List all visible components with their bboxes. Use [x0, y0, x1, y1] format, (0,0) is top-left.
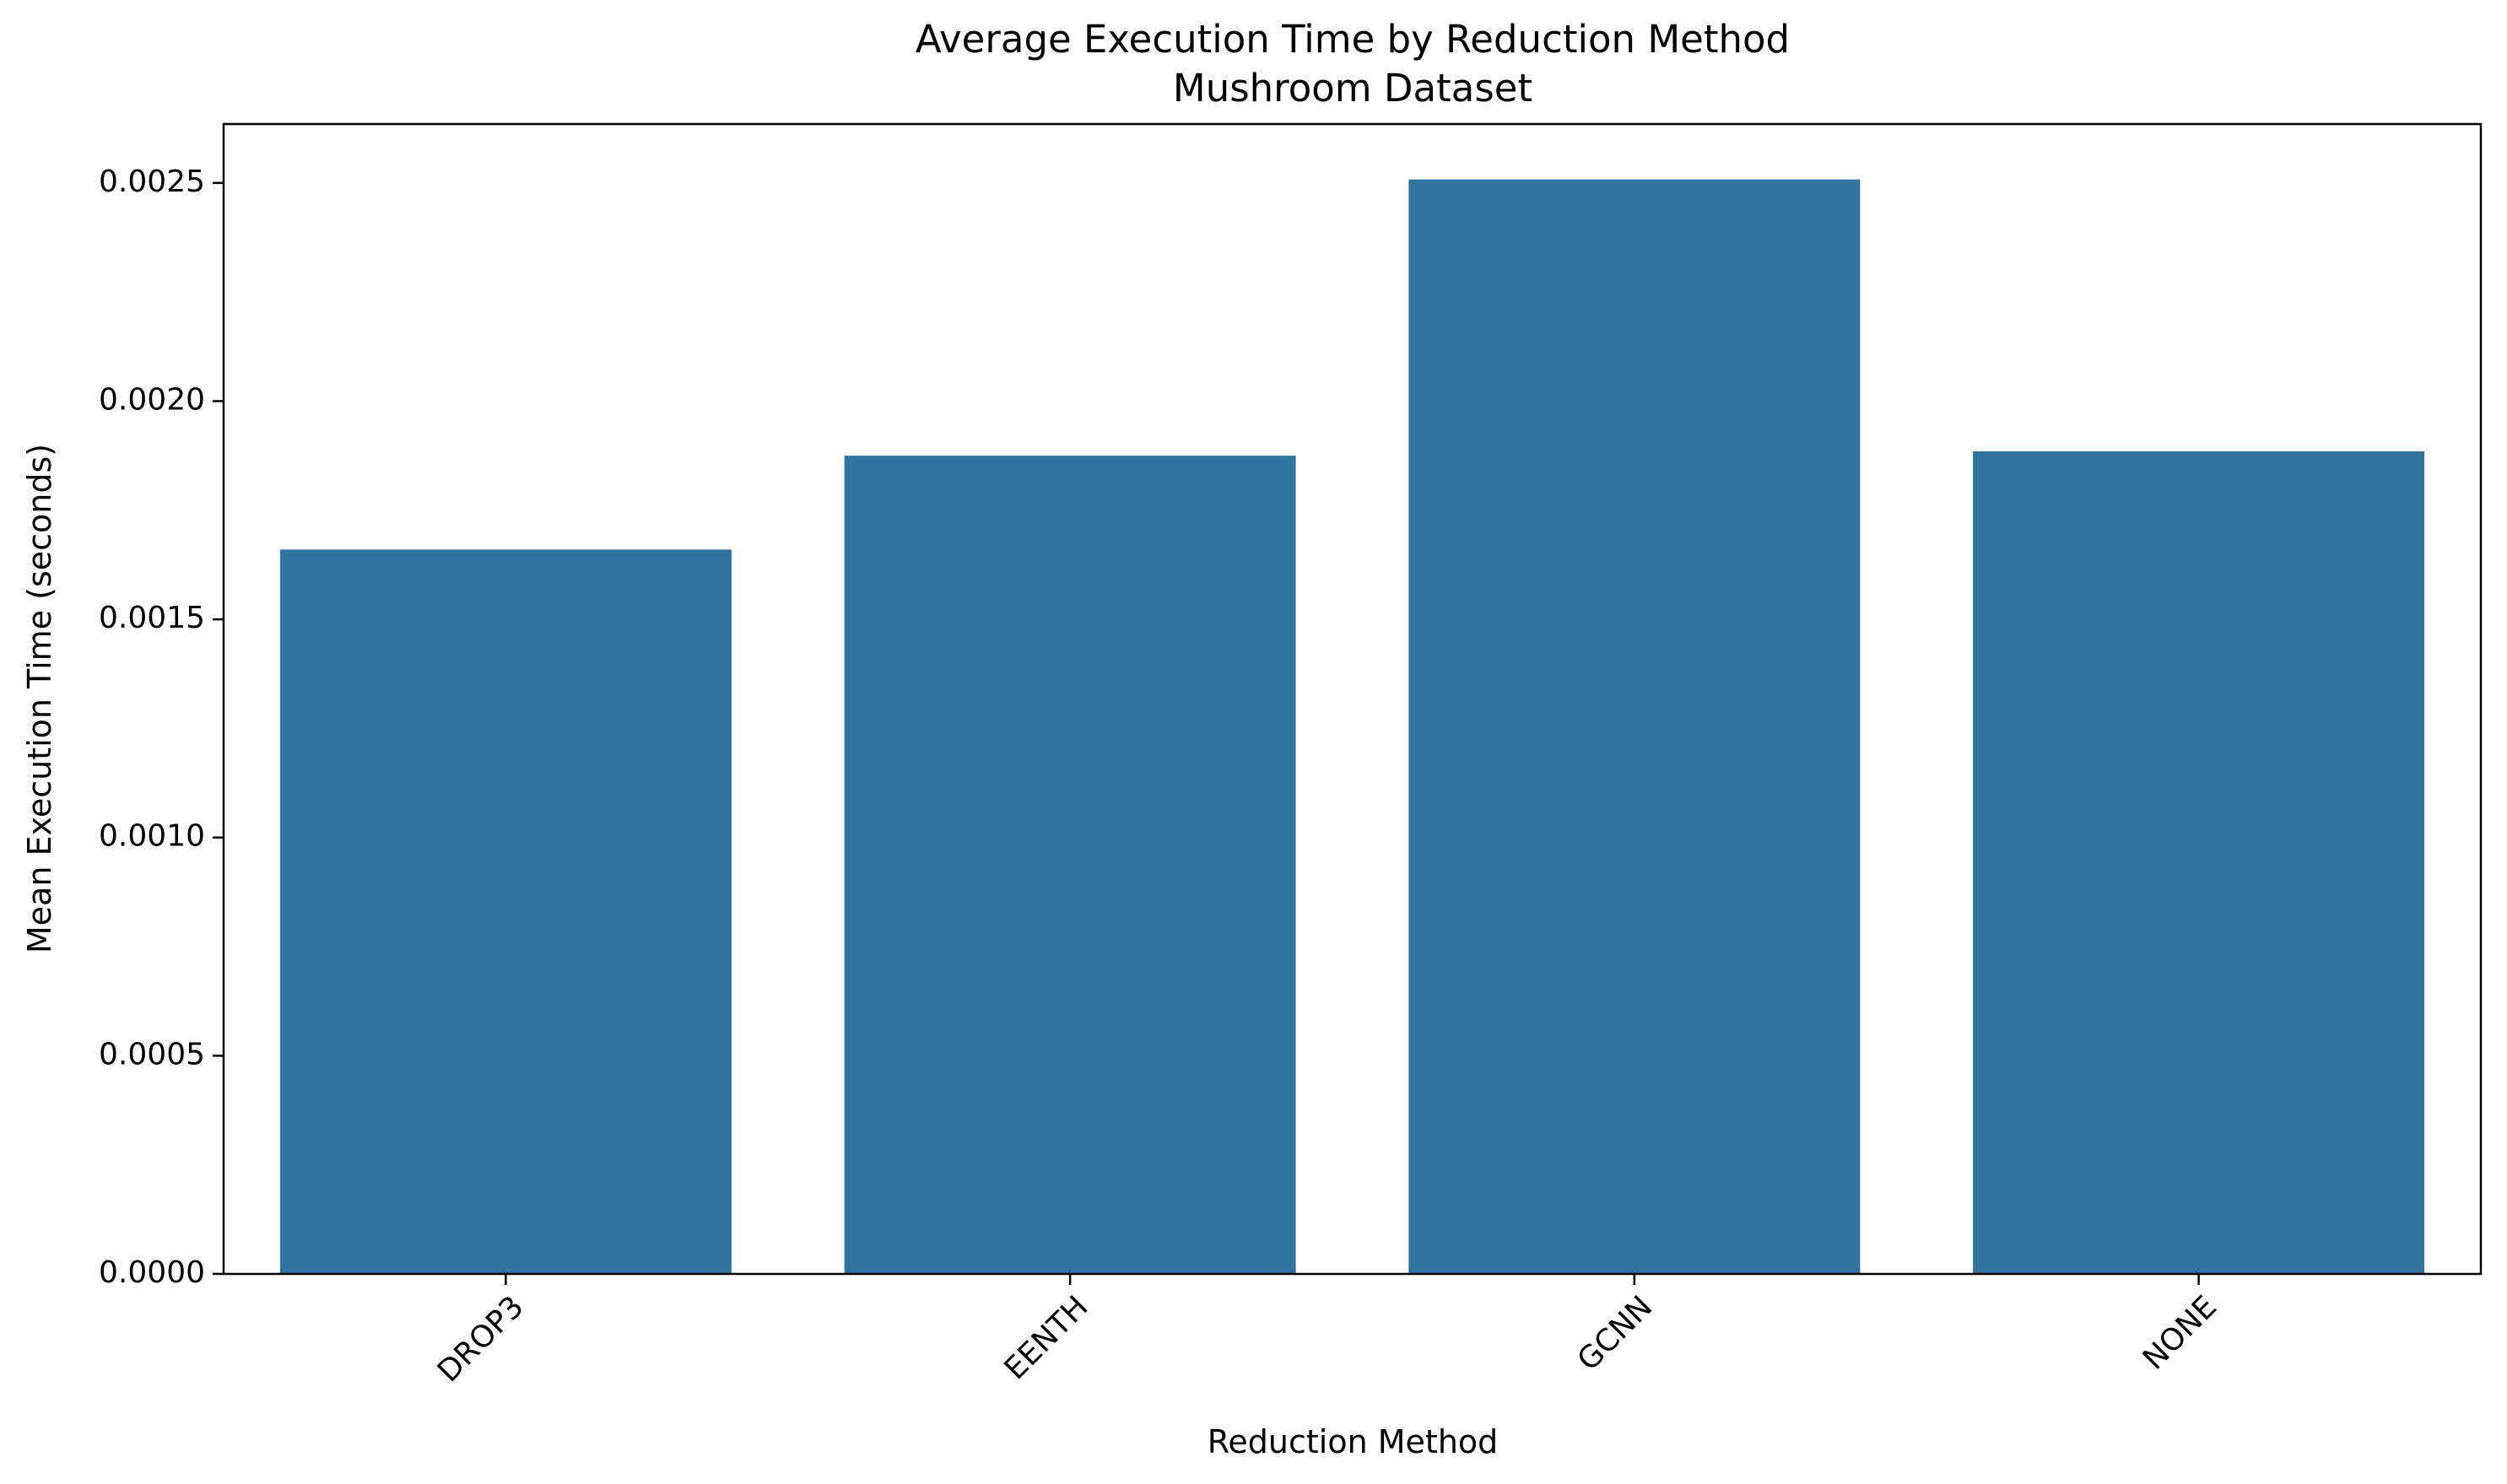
- bar-gcnn: [1408, 179, 1861, 1274]
- y-tick-label: 0.0005: [99, 1037, 205, 1071]
- y-tick-label: 0.0000: [99, 1255, 205, 1290]
- chart-title: Average Execution Time by Reduction Meth…: [916, 17, 1790, 62]
- y-tick-label: 0.0020: [99, 382, 205, 417]
- y-axis-label: Mean Execution Time (seconds): [21, 444, 58, 953]
- bars-group: [279, 179, 2425, 1274]
- y-tick-label: 0.0010: [99, 819, 205, 854]
- bar-none: [1973, 451, 2425, 1274]
- bar-drop3: [279, 549, 732, 1274]
- bar-eenth: [844, 456, 1296, 1274]
- chart-subtitle: Mushroom Dataset: [1173, 66, 1532, 111]
- y-tick-label: 0.0025: [99, 165, 205, 199]
- plot-frame: [222, 122, 2483, 1276]
- y-tick-label: 0.0015: [99, 601, 205, 635]
- x-axis-label: Reduction Method: [1208, 1423, 1499, 1460]
- y-axis-ticks: 0.0000 0.0005 0.0010 0.0015 0.0020 0.0025: [99, 165, 224, 1290]
